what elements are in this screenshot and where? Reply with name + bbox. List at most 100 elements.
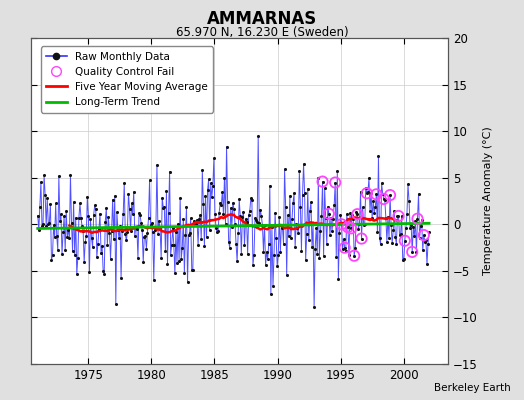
Point bbox=[421, 238, 429, 245]
Point bbox=[46, 201, 54, 208]
Point bbox=[127, 200, 136, 206]
Point bbox=[82, 233, 91, 239]
Point bbox=[64, 226, 72, 233]
Point bbox=[50, 234, 59, 241]
Point bbox=[385, 234, 393, 241]
Point bbox=[248, 197, 256, 204]
Point bbox=[336, 212, 345, 218]
Point bbox=[319, 178, 327, 185]
Point bbox=[353, 211, 362, 217]
Point bbox=[222, 144, 231, 150]
Point bbox=[117, 275, 125, 282]
Point bbox=[341, 244, 349, 251]
Point bbox=[261, 262, 270, 268]
Point bbox=[69, 199, 78, 205]
Point bbox=[291, 244, 299, 250]
Point bbox=[51, 200, 60, 207]
Point bbox=[323, 241, 331, 247]
Point bbox=[316, 228, 325, 235]
Point bbox=[196, 212, 204, 218]
Point bbox=[369, 198, 377, 204]
Point bbox=[260, 221, 269, 228]
Point bbox=[253, 218, 261, 225]
Point bbox=[183, 279, 192, 286]
Point bbox=[57, 211, 65, 218]
Point bbox=[111, 193, 119, 199]
Point bbox=[409, 224, 418, 230]
Point bbox=[400, 256, 408, 262]
Point bbox=[135, 210, 143, 216]
Point bbox=[413, 216, 422, 222]
Point bbox=[92, 206, 100, 212]
Point bbox=[91, 202, 99, 208]
Point bbox=[413, 216, 422, 222]
Point bbox=[185, 229, 194, 236]
Point bbox=[251, 215, 259, 222]
Point bbox=[153, 162, 161, 168]
Point bbox=[96, 210, 104, 217]
Point bbox=[155, 218, 163, 224]
Point bbox=[203, 187, 212, 193]
Point bbox=[48, 252, 57, 258]
Point bbox=[112, 300, 120, 307]
Point bbox=[187, 215, 195, 221]
Point bbox=[294, 230, 302, 236]
Point bbox=[195, 216, 203, 222]
Point bbox=[300, 190, 309, 196]
Point bbox=[380, 197, 389, 203]
Point bbox=[267, 291, 275, 297]
Point bbox=[53, 247, 62, 253]
Point bbox=[405, 198, 413, 204]
Point bbox=[344, 224, 352, 230]
Point bbox=[142, 245, 150, 252]
Point bbox=[341, 244, 349, 251]
Point bbox=[376, 241, 385, 247]
Point bbox=[83, 194, 92, 200]
Point bbox=[214, 228, 222, 234]
Point bbox=[361, 220, 369, 227]
Point bbox=[211, 211, 219, 218]
Point bbox=[419, 247, 427, 253]
Point bbox=[394, 213, 402, 219]
Point bbox=[309, 221, 317, 227]
Point bbox=[350, 252, 358, 259]
Point bbox=[326, 232, 334, 238]
Point bbox=[412, 249, 421, 256]
Point bbox=[414, 191, 423, 197]
Point bbox=[198, 167, 206, 173]
Point bbox=[424, 240, 432, 247]
Point bbox=[178, 245, 187, 251]
Point bbox=[242, 216, 250, 222]
Point bbox=[169, 225, 177, 232]
Point bbox=[370, 210, 378, 216]
Point bbox=[210, 155, 218, 161]
Point bbox=[320, 253, 328, 260]
Point bbox=[34, 212, 42, 219]
Point bbox=[116, 223, 124, 229]
Point bbox=[335, 230, 344, 236]
Point bbox=[74, 254, 82, 261]
Point bbox=[359, 222, 368, 228]
Point bbox=[342, 248, 350, 254]
Point bbox=[70, 252, 79, 258]
Point bbox=[230, 206, 238, 212]
Point bbox=[384, 214, 392, 220]
Point bbox=[208, 194, 216, 200]
Point bbox=[252, 217, 260, 223]
Point bbox=[325, 211, 333, 217]
Point bbox=[247, 195, 255, 202]
Point bbox=[334, 276, 343, 282]
Point bbox=[351, 244, 359, 251]
Point bbox=[122, 237, 130, 244]
Point bbox=[337, 221, 346, 228]
Point bbox=[200, 243, 209, 249]
Point bbox=[406, 225, 414, 231]
Point bbox=[345, 252, 353, 258]
Point bbox=[367, 190, 375, 196]
Point bbox=[410, 232, 419, 239]
Point bbox=[143, 229, 151, 236]
Point bbox=[266, 182, 274, 189]
Point bbox=[355, 220, 364, 227]
Point bbox=[407, 222, 416, 228]
Point bbox=[202, 234, 211, 240]
